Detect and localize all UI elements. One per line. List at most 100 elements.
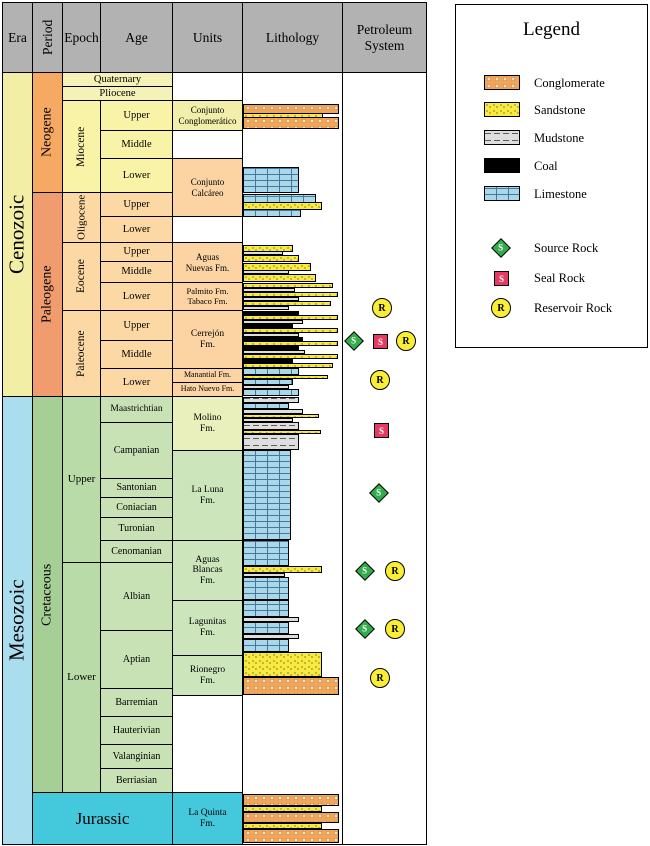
legend-seal-rock-symbol: S [494,271,509,286]
legend-swatch-coal [484,158,520,173]
unit-blank-lower-cretaceous [172,695,243,793]
lithology-bar-limestone [243,389,299,396]
age-turonian: Turonian [100,517,173,541]
reservoir-letter: R [402,335,410,347]
lithology-bar-sandstone [243,341,338,346]
lithology-bar-mudstone [243,306,289,310]
era-mesozoic: Mesozoic [2,396,33,845]
lithology-bar-sandstone [243,652,322,677]
age-miocene-middle: Middle [100,130,173,159]
period-jurassic: Jurassic [32,792,173,845]
age-oligocene-upper: Upper [100,192,173,217]
unit-rionegro: Rionegro Fm. [172,655,243,696]
header-lithology: Lithology [242,2,343,73]
legend-label-coal: Coal [534,158,558,173]
age-eocene-lower: Lower [100,282,173,311]
epoch-pliocene: Pliocene [62,86,173,101]
lithology-bar-coal [243,311,299,315]
legend-swatch-limestone [484,186,520,201]
header-epoch: Epoch [62,2,101,73]
source-letter: S [351,335,357,346]
legend-label-source-rock: Source Rock [534,240,599,255]
legend-label-sandstone: Sandstone [534,102,586,117]
unit-aguas-nuevas: Aguas Nuevas Fm. [172,242,243,283]
lithology-bar-sandstone [243,806,322,812]
unit-molino: Molino Fm. [172,396,243,451]
period-neogene: Neogene [32,72,63,193]
unit-conjunto-calcareo: Conjunto Calcáreo [172,158,243,217]
unit-conjunto-conglomeratico: Conjunto Conglomerático [172,100,243,131]
age-albian: Albian [100,562,173,631]
legend-panel: Legend Conglomerate Sandstone Mudstone C… [455,4,648,348]
lithology-bar-sandstone [243,823,322,829]
epoch-lower-cretaceous: Lower [62,562,101,793]
lithology-bar-limestone [243,600,289,617]
legend-label-limestone: Limestone [534,186,587,201]
seal-letter: S [498,273,504,284]
era-cenozoic: Cenozoic [2,72,33,397]
legend-reservoir-rock-symbol: R [491,298,511,318]
lithology-bar-sandstone [243,255,299,262]
lithology-bar-mudstone [243,288,295,292]
lithology-bar-sandstone [243,354,338,359]
lithology-bar-mudstone [243,422,299,430]
epoch-quaternary: Quaternary [62,72,173,87]
lithology-bar-limestone [243,368,299,375]
epoch-oligocene: Oligocene [62,192,101,243]
legend-swatch-conglomerate [484,75,520,90]
source-letter: S [498,242,504,253]
reservoir-letter: R [376,672,384,684]
source-letter: S [376,487,382,498]
lithology-bar-mudstone [243,409,303,414]
lithology-bar-mudstone [243,270,289,274]
unit-hato-nuevo: Hato Nuevo Fm. [172,382,243,397]
lithology-bar-coal [243,324,293,328]
seal-letter: S [378,425,384,436]
lithology-bar-conglomerate [243,794,339,806]
reservoir-letter: R [376,374,384,386]
lithology-bar-sandstone [243,363,333,368]
lithology-bar-sandstone [243,328,338,333]
age-aptian: Aptian [100,630,173,689]
lithology-bar-sandstone [243,566,322,573]
reservoir-marker: R [385,561,405,581]
period-cretaceous: Cretaceous [32,396,63,793]
age-valanginian: Valanginian [100,744,173,769]
reservoir-marker: R [385,619,405,639]
reservoir-marker: R [370,370,390,390]
unit-blank-miocene-middle [172,130,243,159]
lithology-bar-sandstone [243,301,331,306]
age-cenomanian: Cenomanian [100,540,173,563]
age-hauterivian: Hauterivian [100,716,173,745]
legend-source-rock-symbol: S [491,238,511,258]
lithology-bar-mudstone [243,434,299,450]
header-era: Era [2,2,33,73]
lithology-bar-sandstone [243,430,321,434]
unit-palmito-tabaco: Palmito Fm. Tabaco Fm. [172,282,243,311]
age-eocene-upper: Upper [100,242,173,262]
seal-marker: S [373,334,388,349]
age-paleocene-middle: Middle [100,340,173,369]
lithology-bar-coal [243,346,299,350]
legend-label-reservoir-rock: Reservoir Rock [534,300,613,315]
reservoir-marker: R [396,331,416,351]
reservoir-letter: R [391,623,399,635]
unit-palmito-label: Palmito Fm. [186,285,229,296]
lithology-bar-mudstone [243,333,299,337]
source-letter: S [362,565,368,576]
header-units: Units [172,2,243,73]
lithology-bar-limestone [243,540,289,566]
age-eocene-middle: Middle [100,261,173,283]
lithology-bar-conglomerate [243,829,339,843]
legend-swatch-sandstone [484,102,520,117]
age-barremian: Barremian [100,688,173,717]
lithology-bar-mudstone [243,418,293,422]
age-coniacian: Coniacian [100,497,173,518]
lithology-bar-limestone [243,209,301,217]
header-period: Period [32,2,63,73]
legend-label-seal-rock: Seal Rock [534,270,586,285]
header-age: Age [100,2,173,73]
age-maastrichtian: Maastrichtian [100,396,173,423]
reservoir-marker: R [372,298,392,318]
unit-aguas-blancas: Aguas Blancas Fm. [172,540,243,601]
